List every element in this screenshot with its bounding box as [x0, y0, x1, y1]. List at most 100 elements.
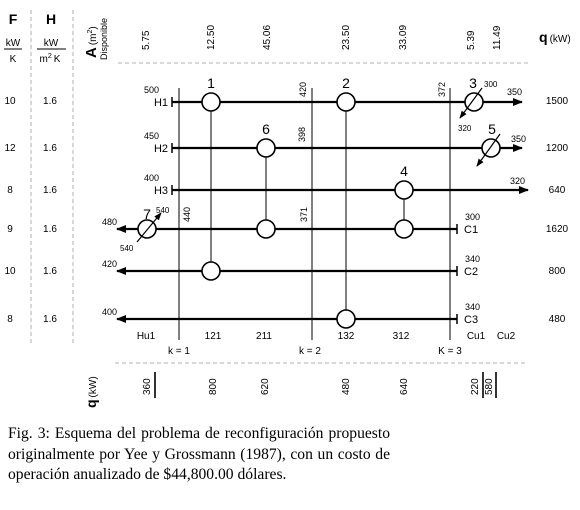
area-value: 5.75 [141, 30, 152, 50]
q-value: 480 [549, 314, 566, 325]
q-bottom-value: 640 [399, 378, 410, 395]
k-label: k = 2 [299, 346, 321, 357]
q-bottom-value: 480 [341, 378, 352, 395]
utility-label: 121 [205, 331, 222, 342]
area-value: 45.06 [262, 25, 273, 50]
utility-temp: 540 [120, 244, 134, 253]
exchanger-number: 3 [469, 75, 477, 91]
bottom-ticks [154, 372, 497, 398]
interval-temp: 440 [182, 207, 192, 222]
utility-temp: 540 [156, 206, 170, 215]
column-headers: F H kW K kW m2 K [4, 11, 66, 65]
exchanger-4-hot [394, 180, 414, 200]
h-value: 1.6 [43, 96, 57, 107]
f-value: 8 [7, 314, 13, 325]
utility-exchangers [136, 87, 501, 243]
h-value: 1.6 [43, 224, 57, 235]
stream-label: H1 [154, 97, 168, 109]
area-symbol: A(m2) [83, 26, 100, 58]
outlet-temp: 420 [102, 259, 117, 269]
stream-label: H3 [154, 185, 168, 197]
stream-label: C2 [464, 266, 478, 278]
interval-temp: 371 [299, 207, 309, 222]
utility-temp: 300 [484, 80, 498, 89]
exchanger-1-cold [201, 261, 221, 281]
exchanger-number: 1 [207, 75, 215, 91]
q-bottom-value: 220 [470, 378, 481, 395]
interval-temp: 372 [437, 82, 447, 97]
exchanger-1-hot [201, 92, 221, 112]
f-value: 12 [4, 143, 16, 154]
area-value: 5.39 [466, 30, 477, 50]
utility-temperatures: 300 320 540 540 [120, 80, 498, 253]
utility-temp: 320 [458, 124, 472, 133]
utility-labels: Hu1 121 211 132 312 Cu1 Cu2 [137, 331, 516, 342]
inlet-temp: 340 [465, 302, 480, 312]
k-label: K = 3 [438, 346, 462, 357]
exchanger-2-hot [336, 92, 356, 112]
f-value: 10 [4, 266, 16, 277]
f-value: 10 [4, 96, 16, 107]
q-value: 1500 [546, 96, 569, 107]
h-value: 1.6 [43, 143, 57, 154]
utility-label: Hu1 [137, 331, 156, 342]
interval-temp: 398 [297, 127, 307, 142]
stream-heat-loads: 1500 1200 640 1620 800 480 [546, 96, 569, 325]
utility-label: Cu2 [497, 331, 516, 342]
separators [30, 10, 74, 345]
outlet-temp: 350 [511, 134, 526, 144]
inlet-temp: 400 [144, 173, 159, 183]
inlet-temp: 500 [144, 85, 159, 95]
h-symbol: H [46, 11, 56, 27]
f-value: 8 [7, 185, 13, 196]
disponible-label: Disponible [99, 18, 109, 60]
f-unit-den: K [10, 54, 17, 65]
exchanger-6-hot [256, 138, 276, 158]
exchanger-number: 4 [400, 163, 408, 179]
outlet-temp: 320 [510, 176, 525, 186]
inlet-temp: 300 [465, 212, 480, 222]
q-right-header: q (kW) [539, 29, 571, 45]
stream-labels: H1 H2 H3 C1 C2 C3 [154, 97, 478, 326]
interval-heat-loads: 360 800 620 480 640 220 580 [142, 378, 495, 395]
f-value: 9 [7, 224, 13, 235]
inlet-temp: 340 [465, 254, 480, 264]
utility-label: 132 [338, 331, 355, 342]
utility-label: Cu1 [467, 331, 486, 342]
figure-caption: Fig. 3: Esquema del problema de reconfig… [8, 425, 390, 483]
area-value: 23.50 [341, 25, 352, 50]
exchanger-numbers: 1 2 3 4 5 6 7 [143, 75, 496, 222]
exchanger-number: 5 [488, 121, 496, 137]
q-value: 800 [549, 266, 566, 277]
f-symbol: F [9, 11, 18, 27]
h-unit-den: m2 K [40, 53, 61, 65]
area-value: 33.09 [398, 25, 409, 50]
exchanger-6-cold [256, 219, 276, 239]
interval-lines [178, 88, 451, 340]
stream-parameters: 10 1.6 12 1.6 8 1.6 9 1.6 10 1.6 8 1.6 [4, 96, 57, 325]
exchanger-circles [201, 92, 414, 329]
area-header: A(m2) Disponible [83, 18, 109, 60]
interval-temperatures: 420 372 398 440 371 [182, 82, 447, 222]
area-value: 12.50 [206, 25, 217, 50]
stream-label: C3 [464, 314, 478, 326]
exchanger-4-cold [394, 219, 414, 239]
inlet-temp: 450 [144, 131, 159, 141]
k-label: k = 1 [168, 346, 190, 357]
exchanger-2-cold [336, 309, 356, 329]
stream-label: C1 [464, 224, 478, 236]
q-value: 640 [549, 185, 566, 196]
q-value: 1200 [546, 143, 569, 154]
k-labels: k = 1 k = 2 K = 3 [168, 346, 462, 357]
cooler-3 [464, 92, 484, 112]
exchanger-number: 7 [143, 206, 151, 222]
utility-label: 312 [393, 331, 410, 342]
stream-label: H2 [154, 143, 168, 155]
q-bottom-header: q(kW) [83, 376, 99, 408]
q-value: 1620 [546, 224, 569, 235]
stream-temperatures: 500 450 400 300 340 340 350 350 320 480 … [102, 85, 526, 317]
q-bottom-value: 360 [142, 378, 153, 395]
outlet-temp: 350 [507, 87, 522, 97]
outlet-temp: 480 [102, 217, 117, 227]
q-bottom-value: 620 [260, 378, 271, 395]
